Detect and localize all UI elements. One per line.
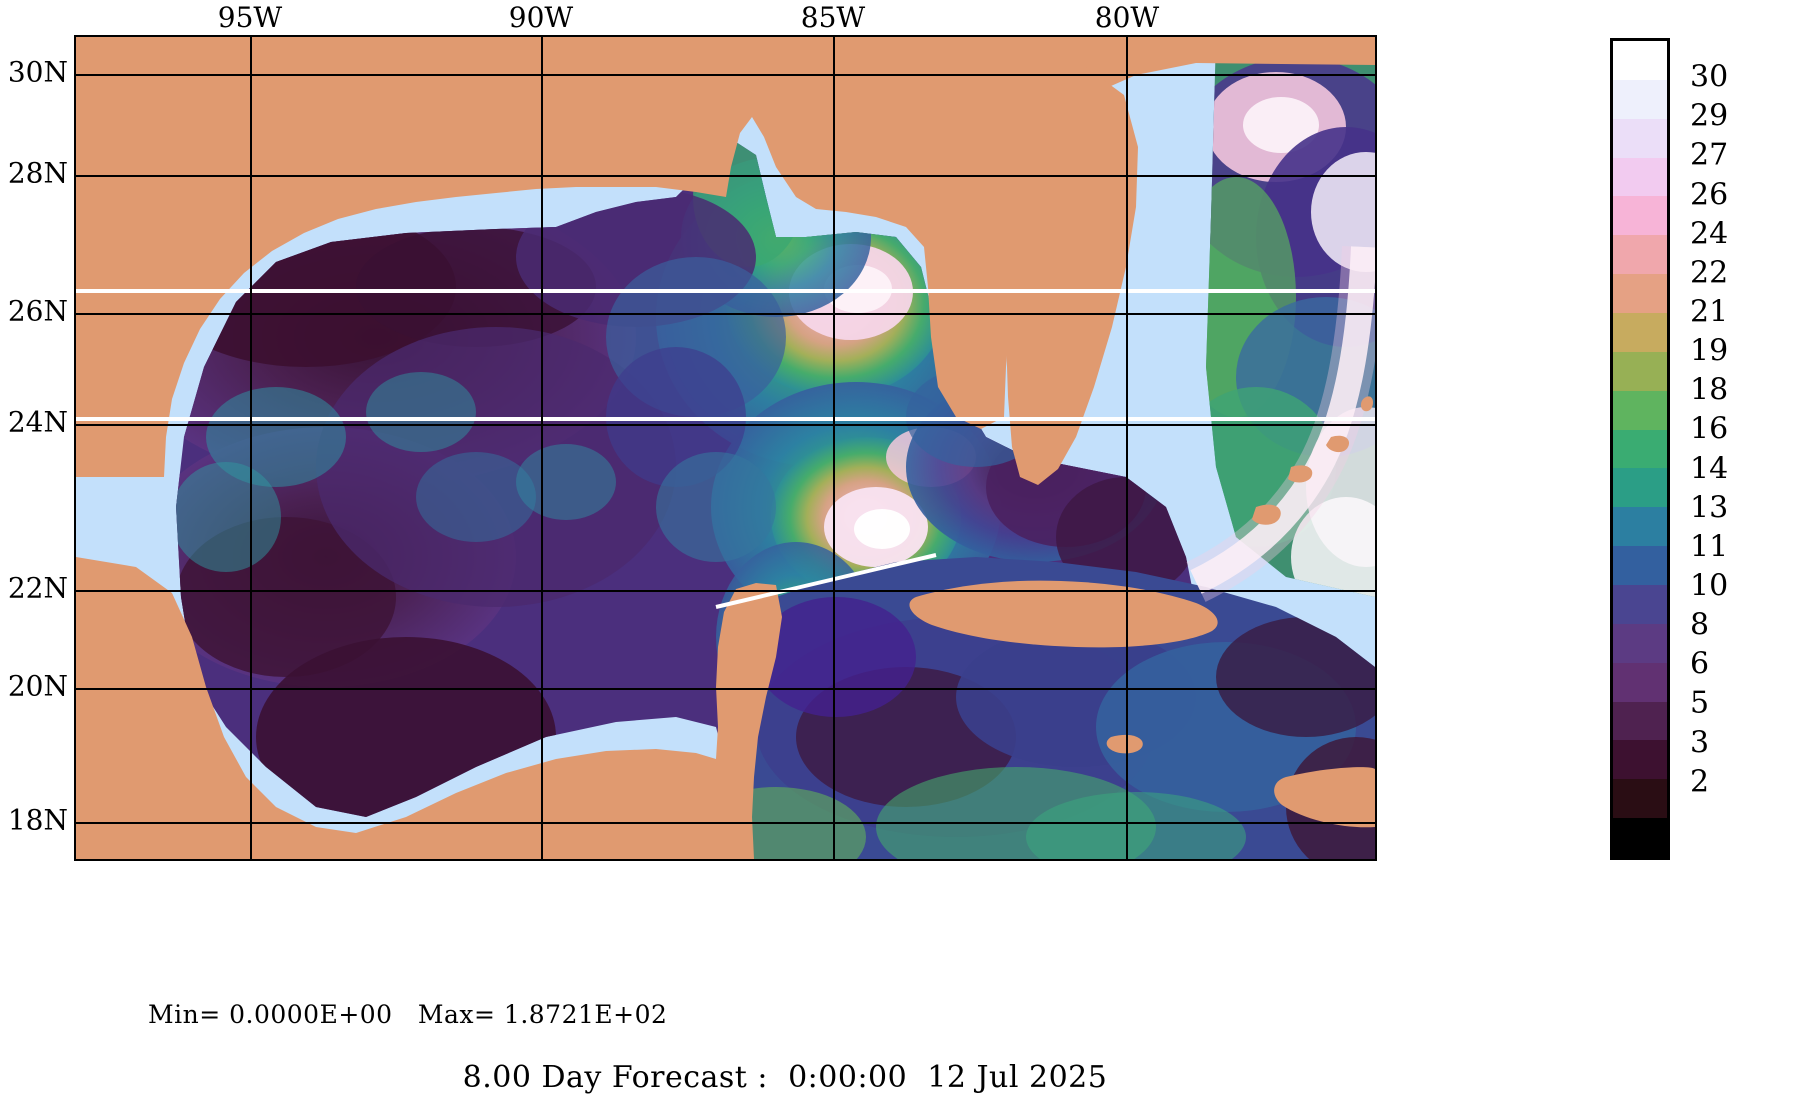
colorbar-band-20 <box>1613 818 1667 858</box>
colorbar-tick-24: 24 <box>1690 216 1729 252</box>
colorbar-band-0 <box>1613 41 1667 80</box>
colorbar-tick-13: 13 <box>1690 490 1729 526</box>
lat-tick-22n: 22N <box>7 571 68 605</box>
lat-tick-20n: 20N <box>7 669 68 703</box>
colorbar-band-5 <box>1613 235 1667 275</box>
colorbar-band-16 <box>1613 662 1667 702</box>
gridline-lat-30n <box>76 74 1375 76</box>
colorbar-tick-5: 5 <box>1690 685 1710 721</box>
gridline-lat-20n <box>76 688 1375 690</box>
colorbar-band-8 <box>1613 351 1667 391</box>
colorbar-tick-6: 6 <box>1690 646 1710 682</box>
colorbar-band-1 <box>1613 79 1667 119</box>
lat-tick-26n: 26N <box>7 294 68 328</box>
lat-tick-18n: 18N <box>7 803 68 837</box>
lon-tick-90w: 90W <box>508 1 574 34</box>
colorbar-tick-30: 30 <box>1690 59 1729 95</box>
min-max-annotation: Min= 0.0000E+00 Max= 1.8721E+02 <box>148 1000 668 1029</box>
reference-line-north <box>76 289 1375 293</box>
gridline-lon-95w <box>250 37 252 859</box>
colorbar-band-6 <box>1613 274 1667 314</box>
colorbar-band-19 <box>1613 779 1667 819</box>
reference-line-mid <box>76 417 1375 421</box>
colorbar-band-3 <box>1613 157 1667 197</box>
lat-tick-28n: 28N <box>7 156 68 190</box>
forecast-title: 8.00 Day Forecast : 0:00:00 12 Jul 2025 <box>462 1060 1108 1095</box>
colorbar-band-14 <box>1613 585 1667 624</box>
colorbar-tick-10: 10 <box>1690 568 1729 604</box>
colorbar-band-15 <box>1613 623 1667 663</box>
colorbar-tick-22: 22 <box>1690 255 1729 291</box>
colorbar-band-17 <box>1613 701 1667 741</box>
colorbar-band-18 <box>1613 740 1667 780</box>
gridline-lat-18n <box>76 822 1375 824</box>
colorbar-band-2 <box>1613 118 1667 158</box>
land-mask <box>76 37 1375 859</box>
colorbar-band-7 <box>1613 313 1667 352</box>
colorbar-band-11 <box>1613 468 1667 508</box>
colorbar-band-12 <box>1613 507 1667 547</box>
gridline-lat-28n <box>76 175 1375 177</box>
colorbar-band-4 <box>1613 196 1667 236</box>
colorbar-band-9 <box>1613 390 1667 430</box>
colorbar-tick-11: 11 <box>1690 529 1729 565</box>
colorbar-tick-26: 26 <box>1690 177 1729 213</box>
gridline-lat-24n <box>76 424 1375 426</box>
colorbar-tick-16: 16 <box>1690 411 1729 447</box>
gridline-lon-90w <box>541 37 543 859</box>
colorbar-tick-8: 8 <box>1690 607 1710 643</box>
colorbar-tick-27: 27 <box>1690 137 1729 173</box>
lon-tick-95w: 95W <box>217 1 283 34</box>
colorbar-band-10 <box>1613 429 1667 469</box>
colorbar-tick-3: 3 <box>1690 725 1710 761</box>
longitude-axis: 95W 90W 85W 80W <box>0 0 1804 34</box>
florida-landmass <box>1004 67 1138 485</box>
colorbar-tick-2: 2 <box>1690 764 1710 800</box>
colorbar-tick-14: 14 <box>1690 451 1729 487</box>
lat-tick-24n: 24N <box>7 405 68 439</box>
colorbar-bands <box>1613 41 1667 858</box>
transect-line <box>715 553 937 609</box>
colorbar-tick-21: 21 <box>1690 294 1729 330</box>
map-plot-area[interactable] <box>74 35 1377 861</box>
lon-tick-85w: 85W <box>800 1 866 34</box>
gridline-lat-26n <box>76 313 1375 315</box>
colorbar-tick-labels: 30 29 27 26 24 22 21 19 18 16 14 13 11 10 8 6 5 3 2 <box>1690 38 1800 860</box>
colorbar[interactable] <box>1610 38 1670 860</box>
forecast-field-heatmap <box>76 37 1375 859</box>
gridline-lon-85w <box>833 37 835 859</box>
lat-tick-30n: 30N <box>7 55 68 89</box>
lon-tick-80w: 80W <box>1094 1 1160 34</box>
colorbar-tick-19: 19 <box>1690 333 1729 369</box>
colorbar-tick-18: 18 <box>1690 372 1729 408</box>
latitude-axis: 30N 28N 26N 24N 22N 20N 18N <box>0 0 74 1109</box>
gridline-lat-22n <box>76 590 1375 592</box>
gridline-lon-80w <box>1126 37 1128 859</box>
colorbar-band-13 <box>1613 546 1667 586</box>
colorbar-tick-29: 29 <box>1690 98 1729 134</box>
